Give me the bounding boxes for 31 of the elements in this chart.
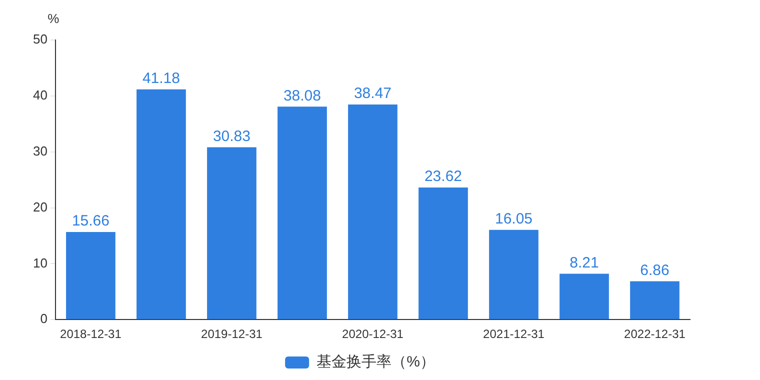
data-label: 6.86 [640,262,670,279]
data-label: 15.66 [72,212,110,230]
data-label: 30.83 [212,128,250,145]
data-label: 38.08 [283,87,321,104]
data-label: 8.21 [570,254,599,272]
bar [630,281,680,320]
y-tick-label: 0 [40,311,48,326]
data-label: 41.18 [142,70,180,87]
data-label: 38.47 [354,85,392,102]
bar [136,89,186,320]
x-tick-label: 2021-12-31 [483,327,545,342]
bar [418,188,468,320]
x-tick-label: 2018-12-31 [60,327,122,342]
x-tick-label: 2020-12-31 [342,327,404,342]
legend-label: 基金换手率（%） [316,354,435,371]
y-tick-label: 40 [32,88,48,102]
x-tick-label: 2019-12-31 [201,327,263,342]
x-tick-label: 2022-12-31 [624,327,686,342]
bar [278,106,327,320]
bar [207,147,256,320]
bar [66,232,116,320]
bar [348,104,398,320]
bar [489,230,538,320]
data-label: 23.62 [424,168,462,186]
y-tick-label: 30 [32,143,48,158]
y-tick-label: 50 [32,32,48,47]
y-tick-label: 10 [32,255,48,270]
bar [560,274,609,320]
y-tick-label: 20 [32,199,48,214]
y-axis-title: % [48,11,60,26]
data-label: 16.05 [494,210,533,228]
